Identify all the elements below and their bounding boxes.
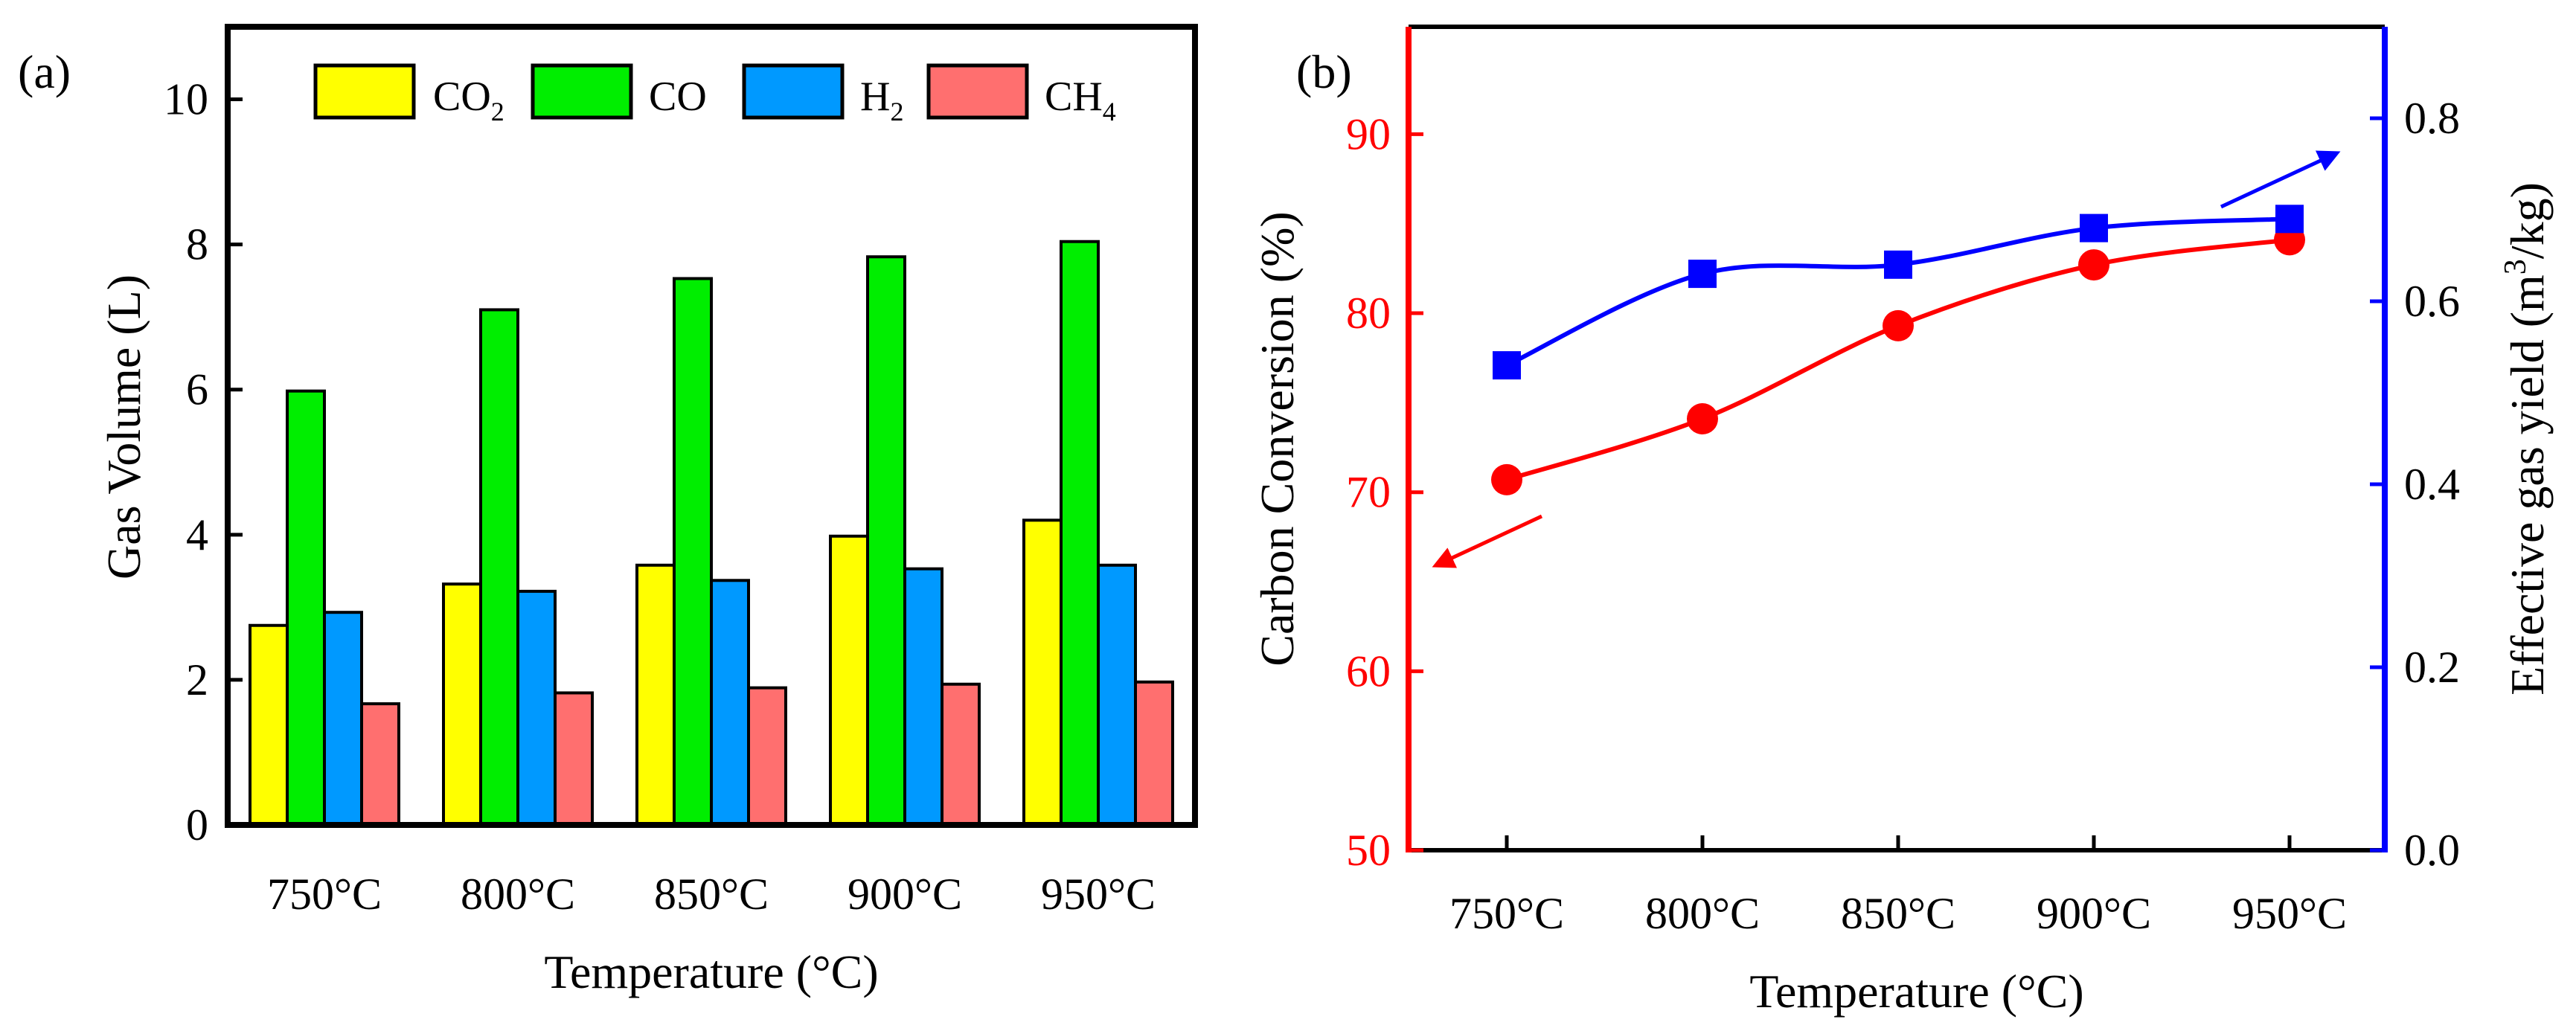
left-y-tick-label: 70 (1346, 468, 1391, 517)
gas-yield-point-900c (2080, 213, 2108, 243)
bar-co-850c (673, 277, 713, 826)
right-y-tick-label: 0.8 (2404, 94, 2460, 143)
bar-h2-800c (516, 589, 557, 826)
right-y-tick-label: 0.0 (2404, 826, 2460, 875)
legend-label-ch4: CH4 (1045, 74, 1116, 126)
y-tick-label: 10 (164, 75, 208, 124)
panel-b-left-y-ticks: 50 60 70 80 90 (1346, 109, 1423, 875)
y-tick-label: 8 (186, 220, 208, 269)
legend-label-h2: H2 (860, 74, 903, 126)
bar-co-800c (479, 308, 519, 827)
bar-co2-750c (249, 623, 289, 826)
gas-yield-point-850c (1884, 250, 1912, 279)
y-tick-label: 4 (186, 510, 208, 559)
gas-yield-point-950c (2275, 205, 2304, 234)
left-y-tick-label: 80 (1346, 289, 1391, 338)
bar-ch4-950c (1134, 680, 1174, 826)
panel-a: (a) 0 2 4 6 8 10 750°C 800°C 850°C 900°C 950°C CO… (18, 24, 1198, 998)
x-tick-label: 750°C (267, 870, 382, 919)
panel-b-right-y-axis-label: Effective gas yield (m3/kg) (2499, 182, 2554, 696)
legend-label-co2: CO2 (433, 74, 504, 126)
bar-h2-950c (1097, 563, 1137, 827)
bar-co2-950c (1022, 518, 1063, 826)
x-tick-label: 900°C (2037, 889, 2151, 938)
bar-co-900c (866, 255, 906, 826)
x-tick-label: 850°C (1841, 889, 1955, 938)
legend-swatch-h2 (742, 63, 845, 120)
panel-a-x-axis-label: Temperature (°C) (544, 945, 878, 998)
bar-co2-850c (635, 563, 676, 827)
panel-a-legend: CO2 CO H2 CH4 (313, 63, 1116, 126)
bar-co-750c (286, 389, 326, 826)
bar-ch4-850c (747, 686, 787, 827)
legend-swatch-co (531, 63, 633, 120)
left-axis-arrow (1432, 514, 1543, 568)
gas-yield-point-800c (1688, 260, 1717, 289)
panel-a-plot-frame (225, 24, 1198, 828)
panel-a-y-ticks: 0 2 4 6 8 10 (164, 75, 243, 849)
legend-label-co: CO (649, 74, 707, 120)
bar-co2-900c (829, 534, 869, 826)
panel-b-markers (1491, 205, 2305, 495)
x-tick-label: 800°C (1645, 889, 1760, 938)
panel-b-x-axis-label: Temperature (°C) (1749, 965, 2083, 1018)
gas-yield-point-750c (1493, 351, 1521, 380)
right-y-tick-label: 0.2 (2404, 643, 2460, 692)
x-tick-label: 950°C (2232, 889, 2347, 938)
legend-swatch-ch4 (926, 63, 1029, 120)
x-tick-label: 750°C (1449, 889, 1564, 938)
x-tick-label: 850°C (654, 870, 769, 919)
panel-a-label: (a) (18, 45, 71, 98)
bar-h2-850c (710, 579, 750, 826)
panel-b-right-y-ticks: 0.0 0.2 0.4 0.6 0.8 (2370, 94, 2460, 875)
panel-b-left-y-axis-label: Carbon Conversion (%) (1251, 211, 1304, 666)
right-y-tick-label: 0.6 (2404, 277, 2460, 326)
bar-h2-900c (903, 567, 943, 826)
bar-ch4-800c (554, 691, 594, 827)
bar-ch4-900c (941, 682, 981, 827)
left-y-tick-label: 50 (1346, 826, 1391, 875)
panel-b: (b) 50 60 70 80 90 0.0 0.2 0.4 0.6 0.8 750°C 800°… (1251, 25, 2554, 1018)
panel-a-y-axis-label: Gas Volume (L) (97, 274, 150, 579)
legend-swatch-co2 (313, 63, 416, 120)
y-tick-label: 2 (186, 655, 208, 704)
right-y-tick-label: 0.4 (2404, 460, 2460, 509)
x-tick-label: 950°C (1041, 870, 1156, 919)
carbon-conversion-point-900c (2078, 249, 2109, 281)
carbon-conversion-point-750c (1491, 463, 1522, 495)
panel-b-label: (b) (1296, 45, 1352, 98)
panel-a-x-ticks: 750°C 800°C 850°C 900°C 950°C (267, 870, 1156, 919)
left-y-tick-label: 60 (1346, 646, 1391, 696)
y-tick-label: 6 (186, 365, 208, 414)
x-tick-label: 800°C (461, 870, 575, 919)
carbon-conversion-point-850c (1883, 309, 1914, 341)
panel-b-x-ticks: 750°C 800°C 850°C 900°C 950°C (1449, 835, 2347, 938)
left-y-tick-label: 90 (1346, 109, 1391, 158)
bar-co2-800c (442, 582, 482, 827)
right-axis-arrow (2220, 150, 2341, 209)
panel-a-bars (249, 240, 1174, 827)
x-tick-label: 900°C (848, 870, 962, 919)
bar-h2-750c (323, 611, 363, 827)
carbon-conversion-point-800c (1687, 403, 1718, 435)
gas-yield-curve (1505, 216, 2290, 367)
bar-ch4-750c (360, 702, 400, 827)
bar-co-950c (1060, 240, 1100, 826)
y-tick-label: 0 (186, 800, 208, 849)
